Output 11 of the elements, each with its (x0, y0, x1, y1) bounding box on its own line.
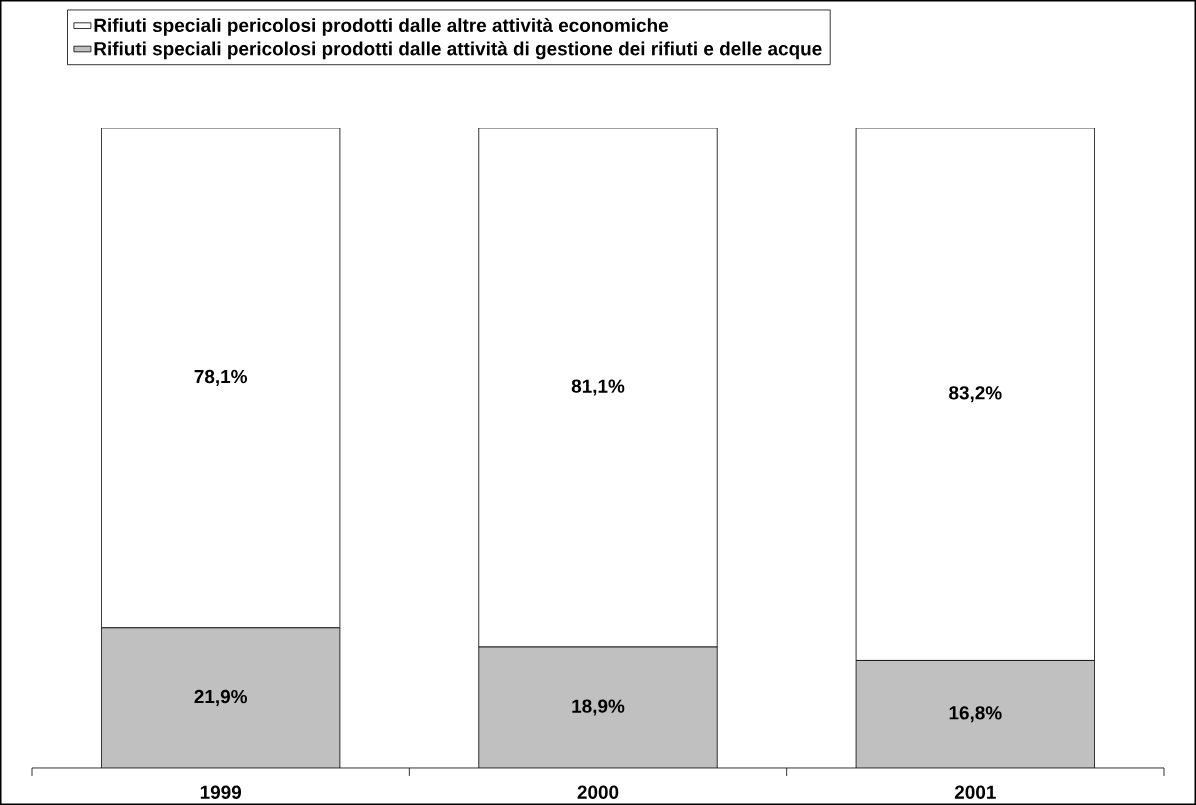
data-label: 18,9% (572, 699, 625, 716)
x-tick-label: 2000 (577, 785, 619, 799)
data-label: 21,9% (194, 689, 247, 706)
legend-label: Rifiuti speciali pericolosi prodotti dalle altre attività economiche (94, 17, 669, 36)
data-label: 16,8% (949, 706, 1002, 723)
x-tick-label: 2001 (954, 785, 996, 799)
data-label: 83,2% (949, 386, 1002, 403)
legend-label: Rifiuti speciali pericolosi prodotti dalle attività di gestione dei rifiuti e delle acque (94, 41, 822, 60)
data-label: 81,1% (571, 379, 625, 396)
x-tick-label: 1999 (200, 785, 242, 799)
data-label: 78,1% (194, 369, 247, 386)
